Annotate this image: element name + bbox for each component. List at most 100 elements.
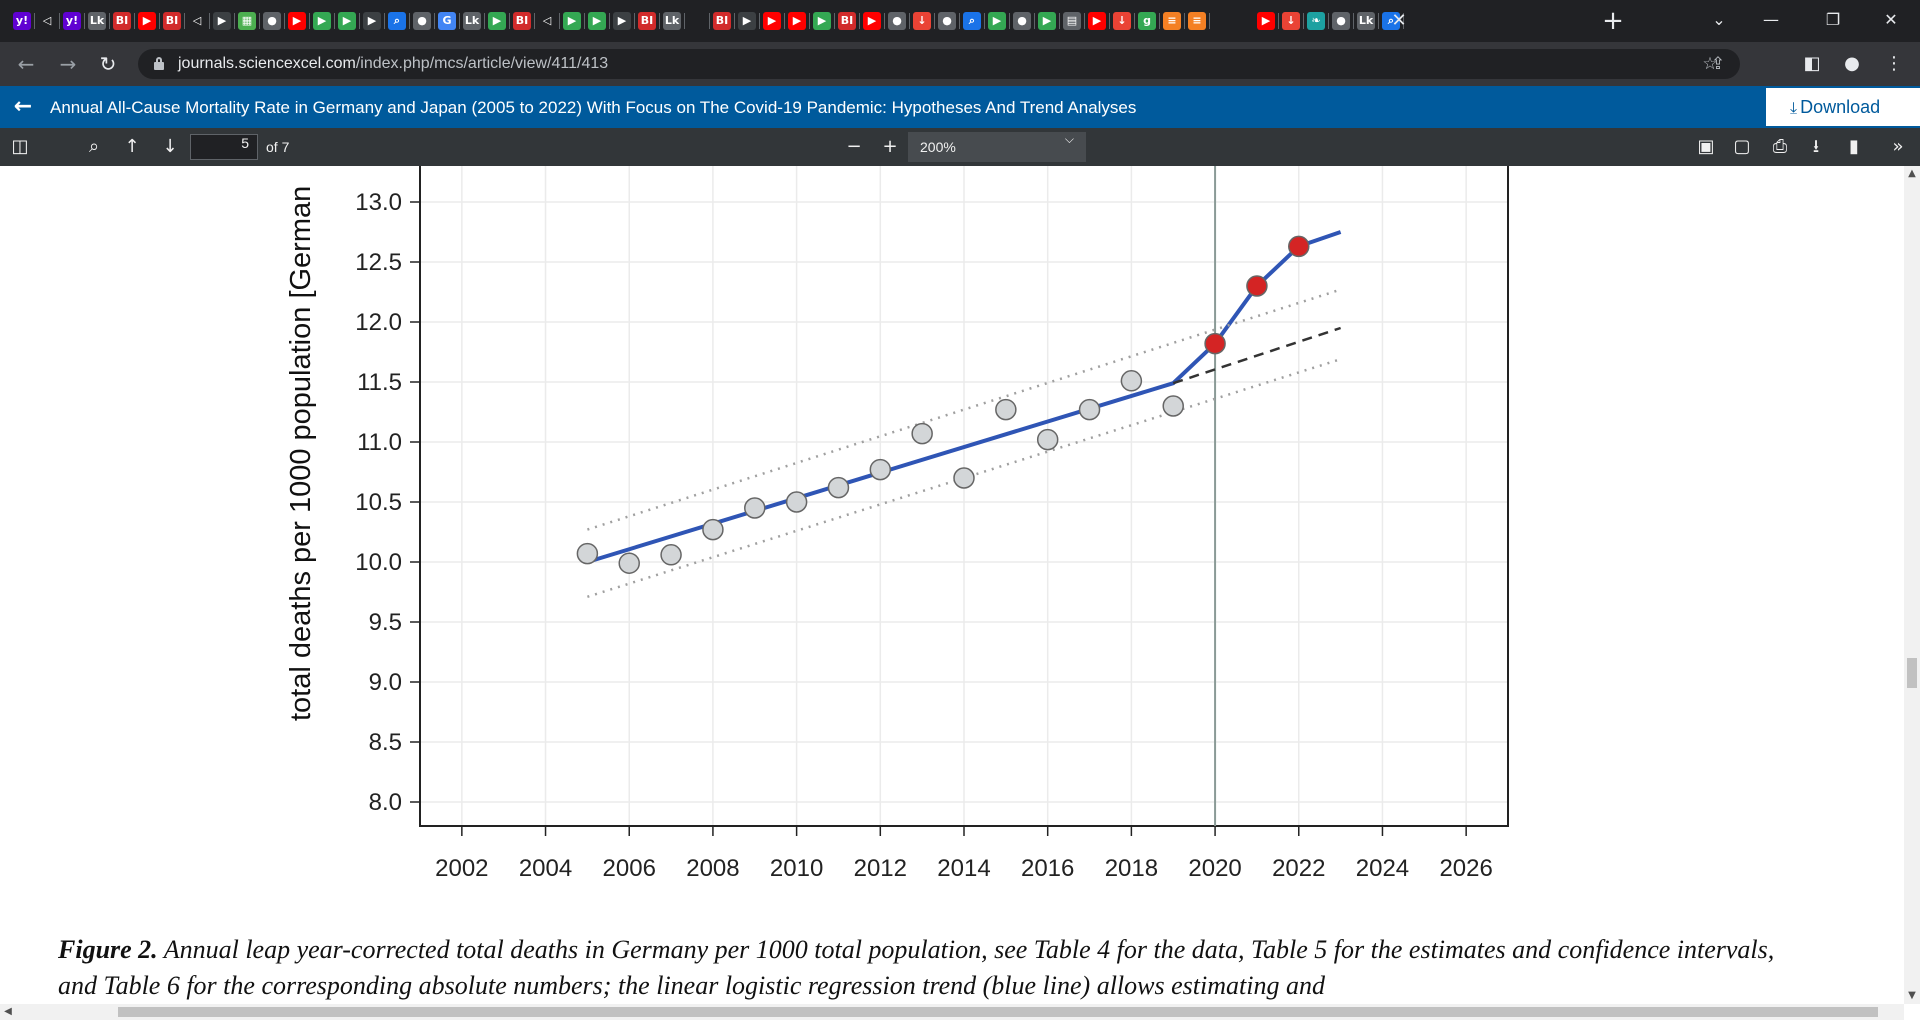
horizontal-scroll-thumb[interactable] — [118, 1007, 1878, 1017]
paper-icon[interactable]: Lk — [663, 12, 681, 30]
save-icon[interactable]: ⭳ — [1812, 136, 1820, 157]
youtube-icon[interactable]: ▶ — [763, 12, 781, 30]
x-tick-label: 2014 — [937, 855, 990, 882]
stack-icon[interactable]: ≡ — [1163, 12, 1181, 30]
open-file-icon[interactable]: ▢ — [1733, 136, 1751, 157]
globe-icon[interactable]: ● — [1332, 12, 1350, 30]
stack-icon[interactable]: ≡ — [1188, 12, 1206, 30]
search-icon[interactable]: ⌕ — [388, 12, 406, 30]
minimize-icon[interactable]: — — [1763, 10, 1779, 29]
yahoo-icon[interactable]: y! — [63, 12, 81, 30]
back-arrow-icon[interactable]: ← — [13, 94, 33, 119]
extrapolated-trend-line — [1172, 326, 1342, 385]
search-icon[interactable]: ⌕ — [1382, 12, 1400, 30]
google-icon[interactable]: G — [438, 12, 456, 30]
new-tab-button[interactable]: + — [1602, 6, 1624, 36]
globe-icon[interactable]: ● — [413, 12, 431, 30]
previous-page-icon[interactable]: ↑ — [124, 136, 140, 157]
play-icon[interactable]: ▶ — [563, 12, 581, 30]
next-page-icon[interactable]: ↓ — [162, 136, 178, 157]
bi-icon[interactable]: BI — [713, 12, 731, 30]
bi-icon[interactable]: BI — [513, 12, 531, 30]
bi-icon[interactable]: BI — [638, 12, 656, 30]
yahoo-icon[interactable]: y! — [13, 12, 31, 30]
print-icon[interactable]: ⎙ — [1772, 136, 1788, 157]
play-icon[interactable]: ▶ — [613, 12, 631, 30]
side-panel-icon[interactable]: ◧ — [1803, 53, 1821, 74]
play-icon[interactable]: ▶ — [488, 12, 506, 30]
shield-icon[interactable]: ◁ — [538, 12, 556, 30]
youtube-icon[interactable]: ▶ — [863, 12, 881, 30]
pin-icon[interactable]: ↓ — [913, 12, 931, 30]
paper-icon[interactable]: Lk — [463, 12, 481, 30]
youtube-icon[interactable]: ▶ — [788, 12, 806, 30]
star-icon[interactable]: ☆ — [1702, 54, 1718, 74]
pin-icon[interactable]: ↓ — [1282, 12, 1300, 30]
grid-icon[interactable]: ▦ — [238, 12, 256, 30]
news-icon[interactable]: ▤ — [1063, 12, 1081, 30]
forward-button[interactable]: → — [59, 52, 77, 76]
paper-icon[interactable]: Lk — [88, 12, 106, 30]
tools-icon[interactable]: » — [1892, 136, 1904, 157]
menu-icon[interactable]: ⋮ — [1885, 53, 1903, 74]
tab-search-dropdown-icon[interactable]: ⌄ — [1712, 10, 1726, 29]
download-button[interactable]: ⤓ Download — [1766, 88, 1920, 126]
scroll-up-icon[interactable]: ▲ — [1908, 168, 1916, 179]
reload-button[interactable]: ↻ — [99, 52, 117, 76]
vertical-scroll-thumb[interactable] — [1907, 658, 1917, 688]
lock-icon[interactable] — [154, 57, 164, 70]
youtube-icon[interactable]: ▶ — [1257, 12, 1275, 30]
vertical-scrollbar[interactable]: ▲ ▼ — [1904, 166, 1920, 1004]
presentation-mode-icon[interactable]: ▣ — [1697, 136, 1715, 157]
play-icon[interactable]: ▶ — [738, 12, 756, 30]
play-icon[interactable]: ▶ — [313, 12, 331, 30]
play-icon[interactable]: ▶ — [363, 12, 381, 30]
play-icon[interactable]: ▶ — [813, 12, 831, 30]
youtube-icon[interactable]: ▶ — [138, 12, 156, 30]
zoom-select[interactable]: 200% ⌵ — [908, 132, 1086, 162]
horizontal-scrollbar[interactable]: ◀ — [0, 1004, 1904, 1020]
zoom-out-icon[interactable]: − — [846, 136, 862, 157]
x-tick-label: 2016 — [1021, 855, 1074, 882]
tab-favicons[interactable]: y! ◁ y! Lk BI ▶ BI ◁ ▶ ▦ ● ▶ ▶ ▶ ▶ ⌕ ● G Lk ▶ BI ◁ ▶ ▶ ▶ BI Lk BI ▶ ▶… — [10, 9, 1570, 33]
sidebar-toggle-icon[interactable]: ◫ — [11, 136, 29, 157]
zoom-in-icon[interactable]: + — [882, 136, 898, 157]
shield-icon[interactable]: ◁ — [38, 12, 56, 30]
globe-icon[interactable]: ● — [1013, 12, 1031, 30]
profile-icon[interactable]: ● — [1844, 53, 1860, 74]
scroll-down-icon[interactable]: ▼ — [1908, 990, 1916, 1001]
play-icon[interactable]: ▶ — [1038, 12, 1056, 30]
download-icon: ⤓ — [1790, 98, 1798, 117]
x-tick-label: 2010 — [770, 855, 823, 882]
globe-icon[interactable]: ● — [263, 12, 281, 30]
paper-icon[interactable]: Lk — [1357, 12, 1375, 30]
globe-icon[interactable]: ● — [888, 12, 906, 30]
play-icon[interactable]: ▶ — [988, 12, 1006, 30]
bookmark-icon[interactable]: ▮ — [1849, 136, 1859, 157]
shield-icon[interactable]: ◁ — [188, 12, 206, 30]
window-close-icon[interactable]: ✕ — [1884, 10, 1898, 29]
restore-icon[interactable]: ❐ — [1825, 10, 1841, 29]
close-tab-icon[interactable]: ✕ — [1391, 10, 1407, 31]
share-icon[interactable]: ⇪ — [1710, 54, 1726, 74]
bi-icon[interactable]: BI — [163, 12, 181, 30]
back-button[interactable]: ← — [17, 52, 35, 76]
scroll-left-icon[interactable]: ◀ — [4, 1006, 12, 1017]
g-icon[interactable]: g — [1138, 12, 1156, 30]
search-icon[interactable]: ⌕ — [963, 12, 981, 30]
play-icon[interactable]: ▶ — [213, 12, 231, 30]
pin-icon[interactable]: ↓ — [1113, 12, 1131, 30]
youtube-icon[interactable]: ▶ — [1088, 12, 1106, 30]
bird-icon[interactable]: ❧ — [1307, 12, 1325, 30]
bi-icon[interactable]: BI — [838, 12, 856, 30]
find-icon[interactable]: ⌕ — [88, 136, 100, 157]
url-text[interactable]: journals.sciencexcel.com/index.php/mcs/a… — [178, 55, 608, 73]
bi-icon[interactable]: BI — [113, 12, 131, 30]
play-icon[interactable]: ▶ — [338, 12, 356, 30]
page-number-input[interactable]: 5 — [190, 134, 258, 160]
play-icon[interactable]: ▶ — [588, 12, 606, 30]
globe-icon[interactable]: ● — [938, 12, 956, 30]
blank-icon[interactable] — [688, 12, 706, 30]
address-bar[interactable]: journals.sciencexcel.com/index.php/mcs/a… — [138, 49, 1740, 79]
youtube-icon[interactable]: ▶ — [288, 12, 306, 30]
